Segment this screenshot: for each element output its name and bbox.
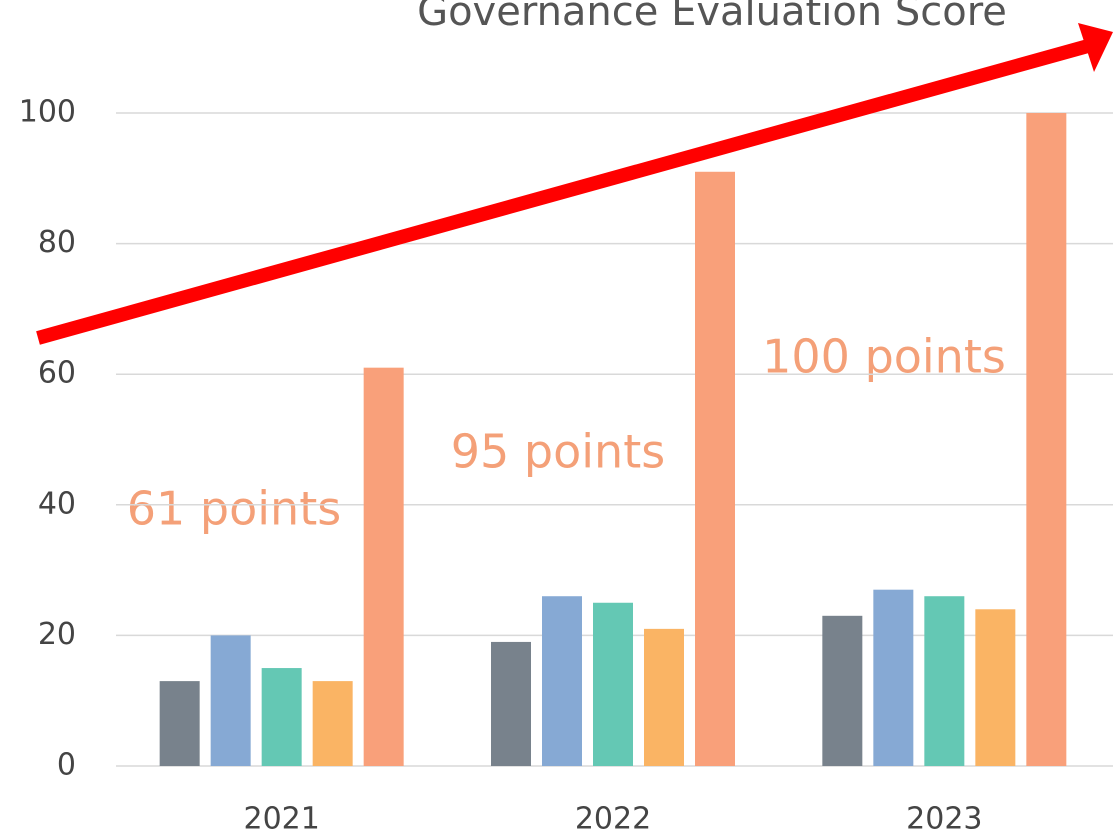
bar bbox=[873, 589, 914, 766]
x-tick-label: 2021 bbox=[243, 802, 319, 836]
y-tick-label: 60 bbox=[38, 356, 76, 391]
bar bbox=[491, 641, 531, 766]
bar bbox=[822, 615, 863, 766]
annotation: 95 points bbox=[451, 425, 665, 479]
trend-arrow-head bbox=[1078, 23, 1113, 72]
trend-arrow bbox=[36, 39, 1090, 345]
y-tick-label: 20 bbox=[38, 617, 76, 652]
annotation: 61 points bbox=[127, 482, 341, 536]
bar bbox=[593, 602, 633, 766]
bar bbox=[312, 681, 353, 766]
bar bbox=[542, 596, 582, 766]
y-tick-label: 40 bbox=[38, 486, 76, 521]
annotation: 100 points bbox=[762, 330, 1006, 384]
bar bbox=[159, 681, 200, 766]
x-tick-label: 2023 bbox=[906, 802, 982, 836]
bar bbox=[695, 171, 735, 766]
bar bbox=[975, 609, 1016, 766]
bar bbox=[261, 668, 302, 766]
y-tick-label: 80 bbox=[38, 225, 76, 260]
y-tick-label: 0 bbox=[57, 748, 76, 783]
bar bbox=[924, 596, 965, 766]
chart-title: Governance Evaluation Score bbox=[417, 0, 1007, 35]
y-tick-label: 100 bbox=[19, 95, 76, 130]
bar bbox=[644, 628, 684, 766]
x-tick-label: 2022 bbox=[575, 802, 651, 836]
bar bbox=[363, 367, 404, 766]
bar bbox=[1026, 113, 1067, 766]
bar bbox=[210, 635, 251, 766]
